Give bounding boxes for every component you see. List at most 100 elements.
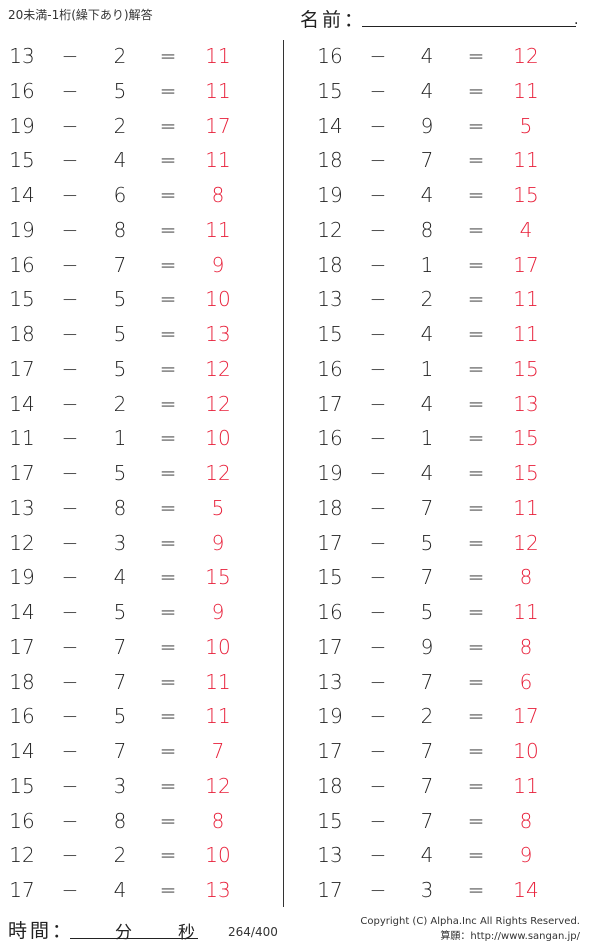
subtrahend: 3 <box>113 530 127 555</box>
minus-sign: − <box>369 669 387 694</box>
minus-sign: − <box>61 287 79 312</box>
minuend: 14 <box>9 391 35 416</box>
equals-sign: = <box>159 217 177 242</box>
answer: 11 <box>513 287 539 312</box>
minus-sign: − <box>369 704 387 729</box>
subtrahend: 7 <box>420 773 434 798</box>
time-field-line <box>70 938 198 939</box>
minus-sign: − <box>61 252 79 277</box>
minus-sign: − <box>61 217 79 242</box>
answer: 6 <box>519 669 533 694</box>
minus-sign: − <box>369 183 387 207</box>
subtrahend: 2 <box>420 287 434 312</box>
subtrahend: 1 <box>420 426 434 451</box>
answer: 13 <box>205 322 231 346</box>
answer: 11 <box>513 78 539 103</box>
minuend: 12 <box>317 217 343 242</box>
equals-sign: = <box>159 495 177 520</box>
equals-sign: = <box>159 600 177 624</box>
minus-sign: − <box>61 148 79 173</box>
subtrahend: 4 <box>420 44 434 68</box>
minus-sign: − <box>61 739 79 763</box>
subtrahend: 4 <box>420 461 434 485</box>
minuend: 19 <box>9 565 35 590</box>
answer: 8 <box>519 565 533 590</box>
minuend: 13 <box>317 843 343 868</box>
answer: 15 <box>513 461 539 485</box>
subtrahend: 4 <box>420 183 434 207</box>
subtrahend: 5 <box>113 704 127 729</box>
subtrahend: 4 <box>420 322 434 346</box>
answer: 8 <box>519 634 533 659</box>
subtrahend: 8 <box>420 217 434 242</box>
subtrahend: 7 <box>420 739 434 763</box>
worksheet-title: 20未満-1桁(繰下あり)解答 <box>8 8 153 22</box>
subtrahend: 3 <box>113 773 127 798</box>
answer: 11 <box>205 669 231 694</box>
subtrahend: 4 <box>420 78 434 103</box>
minuend: 13 <box>317 669 343 694</box>
answer: 11 <box>205 704 231 729</box>
subtrahend: 4 <box>420 391 434 416</box>
minus-sign: − <box>369 843 387 868</box>
equals-sign: = <box>467 426 485 451</box>
equals-sign: = <box>159 252 177 277</box>
subtrahend: 7 <box>420 148 434 173</box>
answer: 13 <box>205 878 231 902</box>
answer: 11 <box>513 600 539 624</box>
equals-sign: = <box>467 148 485 173</box>
answer: 12 <box>513 44 539 68</box>
minuend: 13 <box>9 495 35 520</box>
minuend: 15 <box>9 148 35 173</box>
minus-sign: − <box>369 217 387 242</box>
equals-sign: = <box>159 391 177 416</box>
answer: 11 <box>513 148 539 173</box>
minuend: 15 <box>317 322 343 346</box>
subtrahend: 7 <box>420 808 434 833</box>
answer: 9 <box>519 843 533 868</box>
subtrahend: 1 <box>420 252 434 277</box>
subtrahend: 2 <box>113 843 127 868</box>
subtrahend: 5 <box>113 287 127 312</box>
answer: 17 <box>205 113 231 138</box>
equals-sign: = <box>467 495 485 520</box>
minus-sign: − <box>369 391 387 416</box>
name-label: 名前： <box>300 9 367 31</box>
equals-sign: = <box>159 356 177 381</box>
equals-sign: = <box>467 183 485 207</box>
minuend: 19 <box>9 217 35 242</box>
subtrahend: 9 <box>420 113 434 138</box>
minus-sign: − <box>369 808 387 833</box>
subtrahend: 7 <box>113 669 127 694</box>
subtrahend: 1 <box>420 356 434 381</box>
minuend: 17 <box>9 634 35 659</box>
minus-sign: − <box>369 565 387 590</box>
minus-sign: − <box>61 600 79 624</box>
answer: 8 <box>519 808 533 833</box>
equals-sign: = <box>159 669 177 694</box>
subtrahend: 7 <box>113 252 127 277</box>
answer: 10 <box>205 634 231 659</box>
subtrahend: 7 <box>420 565 434 590</box>
equals-sign: = <box>159 878 177 902</box>
seconds-label: 秒 <box>178 923 195 943</box>
minus-sign: − <box>61 113 79 138</box>
minuend: 19 <box>317 183 343 207</box>
equals-sign: = <box>159 530 177 555</box>
minus-sign: − <box>369 148 387 173</box>
minus-sign: − <box>369 78 387 103</box>
minuend: 14 <box>9 183 35 207</box>
minus-sign: − <box>61 843 79 868</box>
minuend: 15 <box>9 773 35 798</box>
subtrahend: 2 <box>113 44 127 68</box>
minus-sign: − <box>369 634 387 659</box>
equals-sign: = <box>467 773 485 798</box>
minus-sign: − <box>369 252 387 277</box>
minus-sign: − <box>369 426 387 451</box>
minuend: 17 <box>317 391 343 416</box>
subtrahend: 5 <box>113 356 127 381</box>
subtrahend: 9 <box>420 634 434 659</box>
minuend: 15 <box>9 287 35 312</box>
minuend: 18 <box>317 495 343 520</box>
answer: 13 <box>513 391 539 416</box>
